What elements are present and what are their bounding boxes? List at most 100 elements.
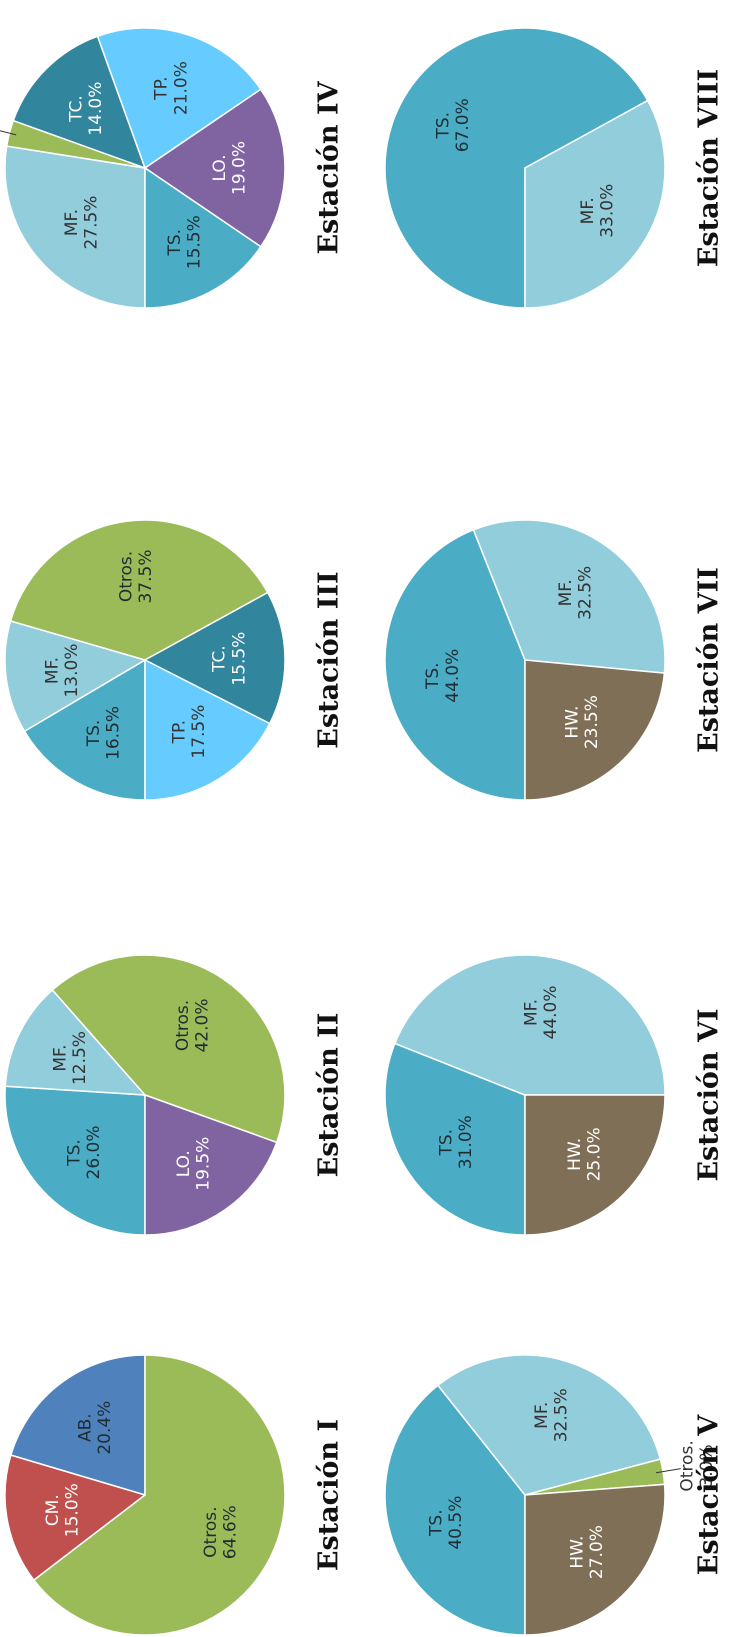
pie-slice-mf: [436, 1354, 662, 1496]
slice-label-name: LO.: [174, 1150, 194, 1177]
pie-slice-tc: [12, 35, 147, 170]
slice-label-value: 3.0%: [697, 1444, 717, 1487]
pie-slice-ts: [384, 528, 526, 801]
station-title: Estación VII: [694, 567, 725, 753]
slice-label-ts: TS.40.5%: [426, 1496, 466, 1550]
slice-label-mf: MF.13.0%: [42, 644, 82, 698]
slice-label-mf: MF.32.5%: [532, 1388, 572, 1442]
pie-slice-otros: [51, 954, 286, 1144]
pie-slice-ts: [23, 658, 146, 801]
slice-label-otros: Otros.64.6%: [201, 1505, 241, 1559]
slice-label-mf: MF.33.0%: [578, 184, 618, 238]
slice-label-hw: HW.27.0%: [567, 1525, 607, 1579]
pie-slice-mf: [393, 954, 666, 1096]
slice-label-value: 14.0%: [86, 82, 106, 136]
pie-chart-2: TS.26.0% MF.12.5% Otros.42.0% LO.19.5% Estac…: [4, 954, 345, 1236]
slice-label-value: 20.4%: [95, 1401, 115, 1455]
pie-chart-8: TS.67.0% MF.33.0% Estación VIII: [384, 27, 725, 309]
slice-label-value: 15.0%: [63, 1483, 83, 1537]
slice-label-ts: TS.16.5%: [84, 706, 124, 760]
slice-label-value: 15.5%: [229, 632, 249, 686]
slice-label-ts: TS.31.0%: [436, 1115, 476, 1169]
slice-label-value: 23.5%: [582, 695, 602, 749]
slice-label-name: Otros.: [201, 1507, 221, 1558]
slice-label-tp: TP.21.0%: [152, 61, 192, 115]
slice-label-value: 21.0%: [171, 61, 191, 115]
slice-label-value: 40.5%: [446, 1496, 466, 1550]
slice-label-ts: TS.44.0%: [423, 649, 463, 703]
slice-label-name: TS.: [84, 720, 104, 748]
pie-slice-otros: [9, 519, 269, 661]
slice-label-name: MF.: [532, 1402, 552, 1429]
slice-label-tc: TC.15.5%: [210, 632, 250, 686]
leader-line: [656, 1468, 681, 1474]
pie-slice-ab: [9, 1354, 146, 1497]
slice-label-lo: LO.19.5%: [174, 1137, 214, 1191]
pie-chart-5: TS.40.5% MF.32.5% Otros.3.0% HW.27.0% Estaci…: [384, 1354, 725, 1636]
pie-slice-tp: [144, 658, 271, 801]
slice-label-name: TS.: [436, 1129, 456, 1157]
pie-slice-ts: [4, 1085, 146, 1236]
slice-label-name: Otros.: [677, 1440, 697, 1491]
slice-label-value: 31.0%: [456, 1115, 476, 1169]
pie-slice-hw: [524, 1483, 666, 1636]
slice-label-name: TS.: [165, 229, 185, 257]
slice-label-lo: LO.19.0%: [210, 141, 250, 195]
pie-chart-7: TS.44.0% MF.32.5% HW.23.5% Estación VII: [384, 519, 725, 801]
slice-label-name: MF.: [62, 209, 82, 236]
station-title: Estación VIII: [694, 69, 725, 267]
pie-slice-tc: [143, 591, 286, 725]
slice-label-name: LO.: [210, 155, 230, 182]
slice-label-name: CM.: [43, 1494, 63, 1526]
slice-label-name: TP.: [170, 720, 190, 744]
pie-slice-mf: [4, 988, 147, 1096]
slice-label-value: 25.0%: [585, 1127, 605, 1181]
slice-label-name: MF.: [556, 579, 576, 606]
slice-label-name: TC.: [210, 645, 230, 673]
pie-chart-1: AB.20.4% CM.15.0% Otros.64.6% Estación I: [4, 1354, 345, 1636]
pie-slice-ts: [384, 27, 649, 309]
pie-slice-mf: [4, 620, 147, 733]
slice-label-hw: HW.25.0%: [565, 1127, 605, 1181]
station-title: Estación V: [694, 1414, 725, 1575]
slice-label-otros: Otros.37.5%: [117, 550, 157, 604]
pie-chart-3: TS.16.5%MF.13.0%Otros.37.5%TC.15.5%TP.17…: [4, 519, 345, 801]
slice-label-hw: HW.23.5%: [562, 695, 602, 749]
pie-slice-mf: [524, 99, 666, 309]
slice-label-name: MF.: [42, 657, 62, 684]
slice-label-name: MF.: [578, 197, 598, 224]
pie-slice-ts: [384, 1042, 526, 1236]
station-title: Estación VI: [694, 1008, 725, 1181]
slice-label-value: 42.0%: [193, 999, 213, 1053]
pie-slice-ts: [144, 166, 262, 309]
pie-slice-lo: [143, 88, 286, 248]
slice-label-mf: MF.44.0%: [521, 985, 561, 1039]
slice-label-otros: Otros.42.0%: [173, 999, 213, 1053]
pie-slice-tp: [96, 27, 262, 170]
slice-label-name: TS.: [426, 1509, 446, 1537]
slice-label-value: 32.5%: [552, 1388, 572, 1442]
slice-label-name: TS.: [423, 662, 443, 690]
slice-label-tp: TP.17.5%: [170, 705, 210, 759]
pie-slice-otros: [32, 1354, 286, 1636]
pie-slice-mf: [472, 519, 666, 674]
pie-slice-cm: [4, 1454, 147, 1582]
slice-label-name: AB.: [76, 1413, 96, 1442]
station-title: Estación IV: [314, 80, 345, 254]
slice-label-tc: TC.14.0%: [66, 82, 106, 136]
slice-label-ts: TS.67.0%: [433, 98, 473, 152]
slice-label-name: Otros.: [173, 1000, 193, 1051]
slice-label-value: 16.5%: [104, 706, 124, 760]
slice-label-name: TP.: [152, 76, 172, 100]
slice-label-mf: MF.32.5%: [556, 566, 596, 620]
slice-label-ab: AB.20.4%: [76, 1401, 116, 1455]
slice-label-mf: MF.27.5%: [62, 196, 102, 250]
slice-label-mf: MF.12.5%: [50, 1031, 90, 1085]
station-title: Estación III: [314, 571, 345, 748]
pie-chart-6: TS.31.0% MF.44.0% HW.25.0% Estación VI: [384, 954, 725, 1236]
slice-label-name: MF.: [50, 1044, 70, 1071]
pie-slice-hw: [524, 659, 666, 801]
station-title: Estación II: [314, 1013, 345, 1178]
pie-chart-4: MF.27.5%Otros.3.0%TC.14.0%TP.21.0%LO.19.…: [0, 27, 345, 309]
slice-label-value: 67.0%: [453, 98, 473, 152]
